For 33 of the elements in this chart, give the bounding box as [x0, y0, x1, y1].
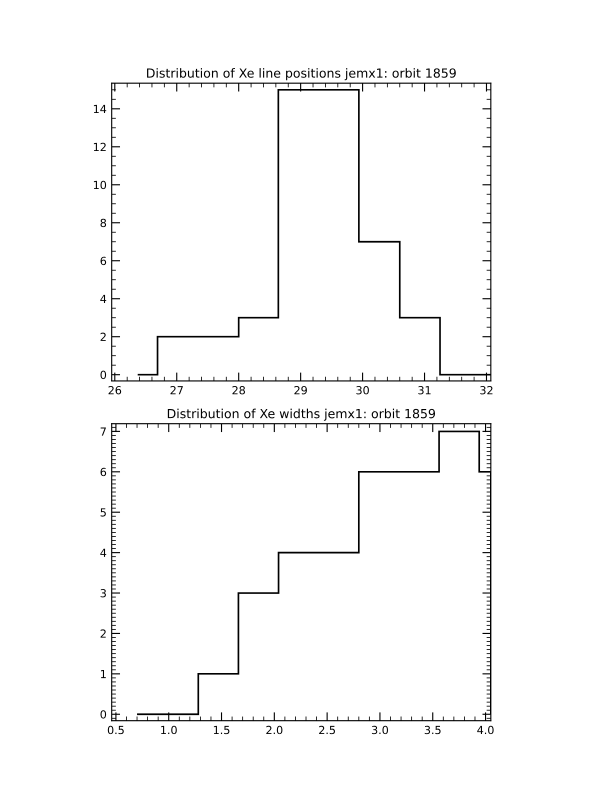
- y-tick-label: 4: [100, 548, 106, 557]
- y-tick-label: 4: [100, 294, 106, 303]
- y-tick-label: 2: [100, 332, 106, 341]
- x-tick-label: 32: [480, 386, 492, 394]
- x-tick-label: 2.0: [266, 726, 282, 734]
- y-tick-label: 0: [100, 370, 106, 380]
- y-tick-label: 6: [100, 468, 106, 476]
- x-tick-label: 26: [108, 386, 122, 394]
- x-tick-label: 29: [294, 386, 307, 394]
- x-tick-label: 1.0: [161, 726, 177, 734]
- x-tick-label: 28: [232, 386, 245, 394]
- x-tick-label: 4.0: [477, 726, 494, 734]
- y-tick-label: 7: [100, 428, 106, 436]
- x-tick-label: 27: [170, 386, 183, 394]
- y-tick-label: 0: [100, 710, 106, 719]
- x-tick-label: 0.5: [108, 726, 124, 734]
- x-tick-label: 2.5: [319, 726, 335, 734]
- y-tick-label: 14: [94, 104, 106, 114]
- y-tick-label: 10: [94, 180, 106, 190]
- x-tick-label: 31: [418, 386, 431, 394]
- y-tick-label: 8: [100, 218, 106, 228]
- chart-title: Distribution of Xe line positions jemx1: orbit 1859: [147, 68, 456, 80]
- chart-title: Distribution of Xe widths jemx1: orbit 1859: [168, 408, 436, 421]
- x-tick-label: 1.5: [214, 726, 230, 734]
- y-tick-label: 2: [100, 629, 106, 638]
- x-tick-label: 3.5: [424, 726, 441, 734]
- x-tick-label: 3.0: [372, 726, 388, 734]
- y-tick-label: 1: [100, 670, 106, 678]
- y-tick-label: 6: [100, 256, 106, 266]
- y-tick-label: 12: [94, 142, 106, 152]
- y-tick-label: 5: [100, 508, 106, 517]
- y-tick-label: 3: [100, 589, 106, 598]
- x-tick-label: 30: [356, 386, 369, 394]
